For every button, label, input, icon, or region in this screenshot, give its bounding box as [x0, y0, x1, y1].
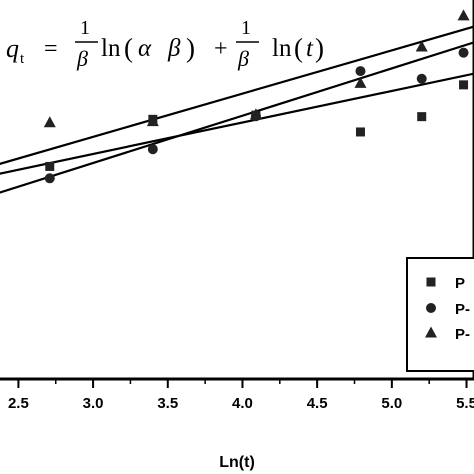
eq-alpha: α — [138, 35, 152, 62]
eq-open-paren2: ( — [294, 33, 303, 63]
point-series-0-5 — [459, 80, 469, 90]
eq-frac2-denominator: β — [237, 46, 249, 71]
eq-lhs: q — [6, 34, 19, 63]
eq-equals: = — [44, 36, 58, 62]
fit-line-series-1 — [0, 41, 474, 194]
eq-t: t — [306, 35, 314, 62]
point-series-2-3 — [354, 76, 367, 88]
x-axis-tick-labels: 2.5 3.0 3.5 4.0 4.5 5.0 5.5 — [8, 395, 474, 412]
x-tick-label-1: 3.0 — [83, 395, 104, 412]
legend-label-2: P- — [455, 326, 470, 343]
point-series-0-3 — [355, 127, 365, 137]
eq-frac1-denominator: β — [76, 46, 88, 71]
plot-frame — [0, 0, 474, 381]
eq-close-paren2: ) — [315, 33, 324, 63]
eq-frac1-numerator: 1 — [80, 17, 90, 39]
x-axis-label: Ln(t) — [219, 454, 255, 471]
point-series-1-4 — [416, 73, 427, 84]
legend-marker-0 — [426, 277, 436, 287]
fit-line-series-0 — [0, 72, 474, 175]
point-series-1-5 — [458, 47, 469, 58]
point-series-0-4 — [417, 112, 427, 122]
legend-label-1: P- — [455, 301, 470, 318]
point-series-1-0 — [44, 173, 55, 184]
legend: P P- P- — [406, 257, 474, 372]
x-tick-label-5: 5.0 — [381, 395, 402, 412]
eq-beta: β — [167, 35, 181, 62]
point-series-2-2 — [249, 108, 262, 120]
legend-label-0: P — [455, 275, 465, 292]
eq-open-paren1: ( — [124, 33, 133, 63]
point-series-1-3 — [355, 66, 366, 77]
point-series-2-5 — [457, 9, 470, 21]
eq-ln1: ln — [101, 35, 121, 62]
eq-lhs-sub: t — [20, 51, 25, 67]
eq-plus: + — [214, 36, 228, 62]
legend-marker-2 — [425, 326, 437, 338]
fit-lines — [0, 25, 474, 194]
eq-close-paren1: ) — [186, 33, 195, 63]
x-tick-label-4: 4.5 — [307, 395, 328, 412]
data-markers — [43, 9, 470, 184]
point-series-0-0 — [45, 161, 55, 171]
legend-items: P P- P- — [425, 275, 470, 343]
point-series-2-4 — [415, 40, 428, 52]
eq-ln2: ln — [272, 35, 292, 62]
x-tick-label-3: 4.0 — [232, 395, 253, 412]
equation-annotation: q t = 1 β ln ( α β ) + 1 β ln ( t ) — [6, 17, 324, 71]
x-tick-label-6: 5.5 — [456, 395, 474, 412]
legend-box — [406, 257, 474, 372]
x-axis-ticks — [17, 379, 468, 388]
x-tick-label-2: 3.5 — [157, 395, 178, 412]
point-series-1-1 — [147, 144, 158, 155]
legend-marker-1 — [426, 303, 436, 313]
point-series-2-0 — [43, 116, 56, 128]
point-series-2-1 — [146, 115, 159, 127]
fit-line-series-2 — [0, 25, 474, 165]
x-tick-label-0: 2.5 — [8, 395, 29, 412]
eq-frac2-numerator: 1 — [241, 17, 251, 39]
